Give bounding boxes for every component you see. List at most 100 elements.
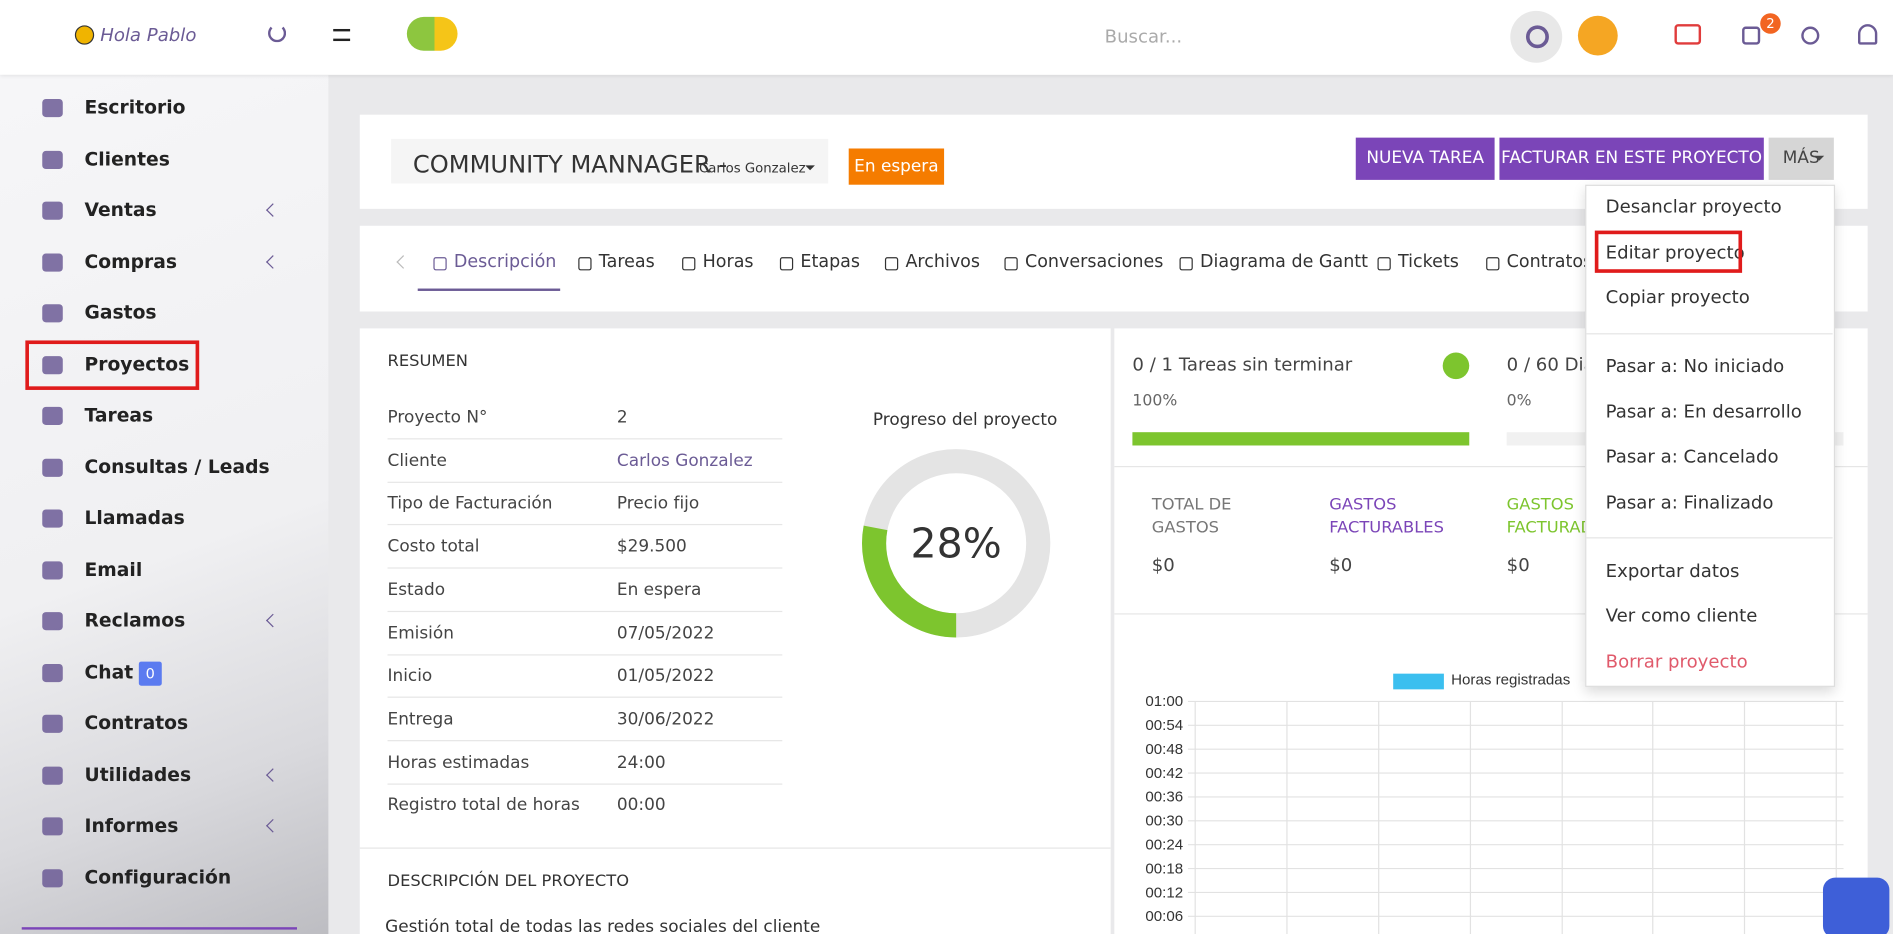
sidebar-badge: 0 (138, 661, 162, 686)
search-input[interactable]: Buscar... (1104, 25, 1183, 48)
sidebar-item[interactable]: Compras (84, 250, 177, 273)
dropdown-item[interactable]: Desanclar proyecto (1605, 195, 1782, 218)
tab[interactable]: Contratos (1506, 252, 1593, 272)
tab[interactable]: Conversaciones (1024, 252, 1164, 272)
bell-icon[interactable] (1857, 24, 1878, 45)
sidebar-item[interactable]: Proyectos (84, 353, 190, 376)
row-separator (387, 696, 783, 699)
sidebar-item[interactable]: Gastos (84, 301, 157, 324)
greeting-icon (74, 25, 95, 45)
search-icon (1525, 25, 1549, 49)
sidebar-item[interactable]: Ventas (84, 199, 157, 221)
y-tick-label: 00:12 (1145, 884, 1183, 901)
sidebar-item[interactable]: Chat (84, 661, 134, 684)
sidebar-item[interactable]: Configuración (84, 866, 232, 889)
top-bar (0, 0, 1893, 75)
summary-label: Emisión (387, 623, 454, 643)
sidebar-item[interactable]: Contratos (84, 712, 189, 735)
tab[interactable]: Horas (702, 252, 754, 272)
chat-icon[interactable] (1674, 24, 1702, 45)
summary-label: Inicio (387, 666, 433, 686)
tab[interactable]: Tareas (598, 252, 655, 272)
summary-value: 2 (616, 408, 628, 428)
active-tab-underline (417, 288, 561, 291)
dropdown-divider (1586, 537, 1833, 539)
power-button[interactable] (268, 24, 287, 43)
summary-value: 01/05/2022 (616, 666, 715, 686)
tab-icon (779, 257, 794, 271)
tasks-icon[interactable] (1742, 26, 1761, 45)
y-tick-label: 00:48 (1145, 741, 1183, 758)
sidebar-icon (42, 561, 63, 580)
summary-label: Estado (387, 580, 446, 600)
donut-label: 28% (911, 520, 1002, 568)
sidebar-icon (42, 201, 63, 220)
action-button[interactable]: NUEVA TAREA (1355, 137, 1495, 180)
sidebar-icon (42, 355, 63, 374)
legend-label: Horas registradas (1451, 671, 1571, 689)
sidebar-item[interactable]: Clientes (84, 147, 170, 170)
chat-widget[interactable] (1822, 877, 1890, 934)
sidebar-icon (42, 407, 63, 426)
stat-percent: 100% (1132, 392, 1178, 411)
y-tick-label: 01:00 (1145, 693, 1183, 710)
expense-label: GASTOS FACTURAD (1506, 494, 1587, 538)
summary-value[interactable]: Carlos Gonzalez (616, 451, 753, 471)
tab[interactable]: Etapas (800, 252, 861, 272)
dropdown-item[interactable]: Copiar proyecto (1605, 286, 1750, 308)
sidebar-item[interactable]: Utilidades (84, 764, 192, 786)
summary-value: 07/05/2022 (616, 623, 715, 643)
stat-percent: 0% (1506, 392, 1532, 411)
sidebar-icon (42, 766, 63, 785)
legend-swatch (1393, 673, 1444, 690)
greeting: Hola Pablo (100, 24, 197, 46)
expense-value: $0 (1151, 554, 1175, 576)
check-icon (1442, 352, 1470, 380)
dropdown-item[interactable]: Pasar a: No iniciado (1605, 354, 1785, 377)
sidebar-icon (42, 663, 63, 682)
sidebar-item[interactable]: Reclamos (84, 610, 186, 632)
sidebar-item[interactable]: Informes (84, 815, 179, 838)
dropdown-item[interactable]: Pasar a: Finalizado (1605, 490, 1774, 513)
sidebar-item[interactable]: Tareas (84, 404, 154, 427)
dropdown-item[interactable]: Exportar datos (1605, 559, 1740, 582)
summary-title: RESUMEN (387, 351, 468, 371)
tab[interactable]: Diagrama de Gantt (1200, 252, 1369, 272)
menu-toggle[interactable] (333, 28, 351, 42)
tab[interactable]: Archivos (905, 252, 981, 272)
dropdown-item[interactable]: Borrar proyecto (1605, 650, 1748, 672)
project-client[interactable]: Carlos Gonzalez (699, 160, 806, 177)
row-separator (387, 653, 783, 655)
summary-value: Precio fijo (616, 494, 700, 514)
dropdown-item[interactable]: Pasar a: En desarrollo (1605, 400, 1802, 422)
tab-icon (578, 257, 592, 271)
tab-icon (1486, 257, 1500, 271)
expense-value: $0 (1329, 554, 1353, 576)
sidebar-item[interactable]: Llamadas (84, 507, 185, 530)
sidebar-icon (42, 869, 63, 888)
dropdown-item[interactable]: Ver como cliente (1605, 604, 1758, 627)
avatar[interactable] (1577, 15, 1618, 56)
summary-label: Costo total (387, 537, 480, 557)
stats-separator (1114, 466, 1868, 468)
sidebar-item[interactable]: Consultas / Leads (84, 455, 270, 478)
action-button[interactable]: FACTURAR EN ESTE PROYECTO (1499, 137, 1764, 180)
tab-icon (1179, 257, 1193, 271)
tab[interactable]: Descripción (453, 252, 557, 272)
clock-icon[interactable] (1801, 26, 1820, 45)
expense-label: TOTAL DE GASTOS (1151, 494, 1232, 538)
row-separator (387, 783, 783, 785)
project-title: COMMUNITY MANNAGER - (412, 149, 728, 179)
sidebar-icon (42, 253, 63, 272)
sidebar-item[interactable]: Escritorio (84, 96, 186, 119)
dropdown-item[interactable]: Pasar a: Cancelado (1605, 445, 1779, 468)
tab-icon (433, 257, 447, 271)
summary-label: Registro total de horas (387, 795, 580, 816)
sidebar-icon (42, 150, 63, 169)
sidebar-item[interactable]: Email (84, 558, 143, 581)
dropdown-item[interactable]: Editar proyecto (1605, 240, 1745, 263)
tab[interactable]: Tickets (1398, 252, 1459, 272)
